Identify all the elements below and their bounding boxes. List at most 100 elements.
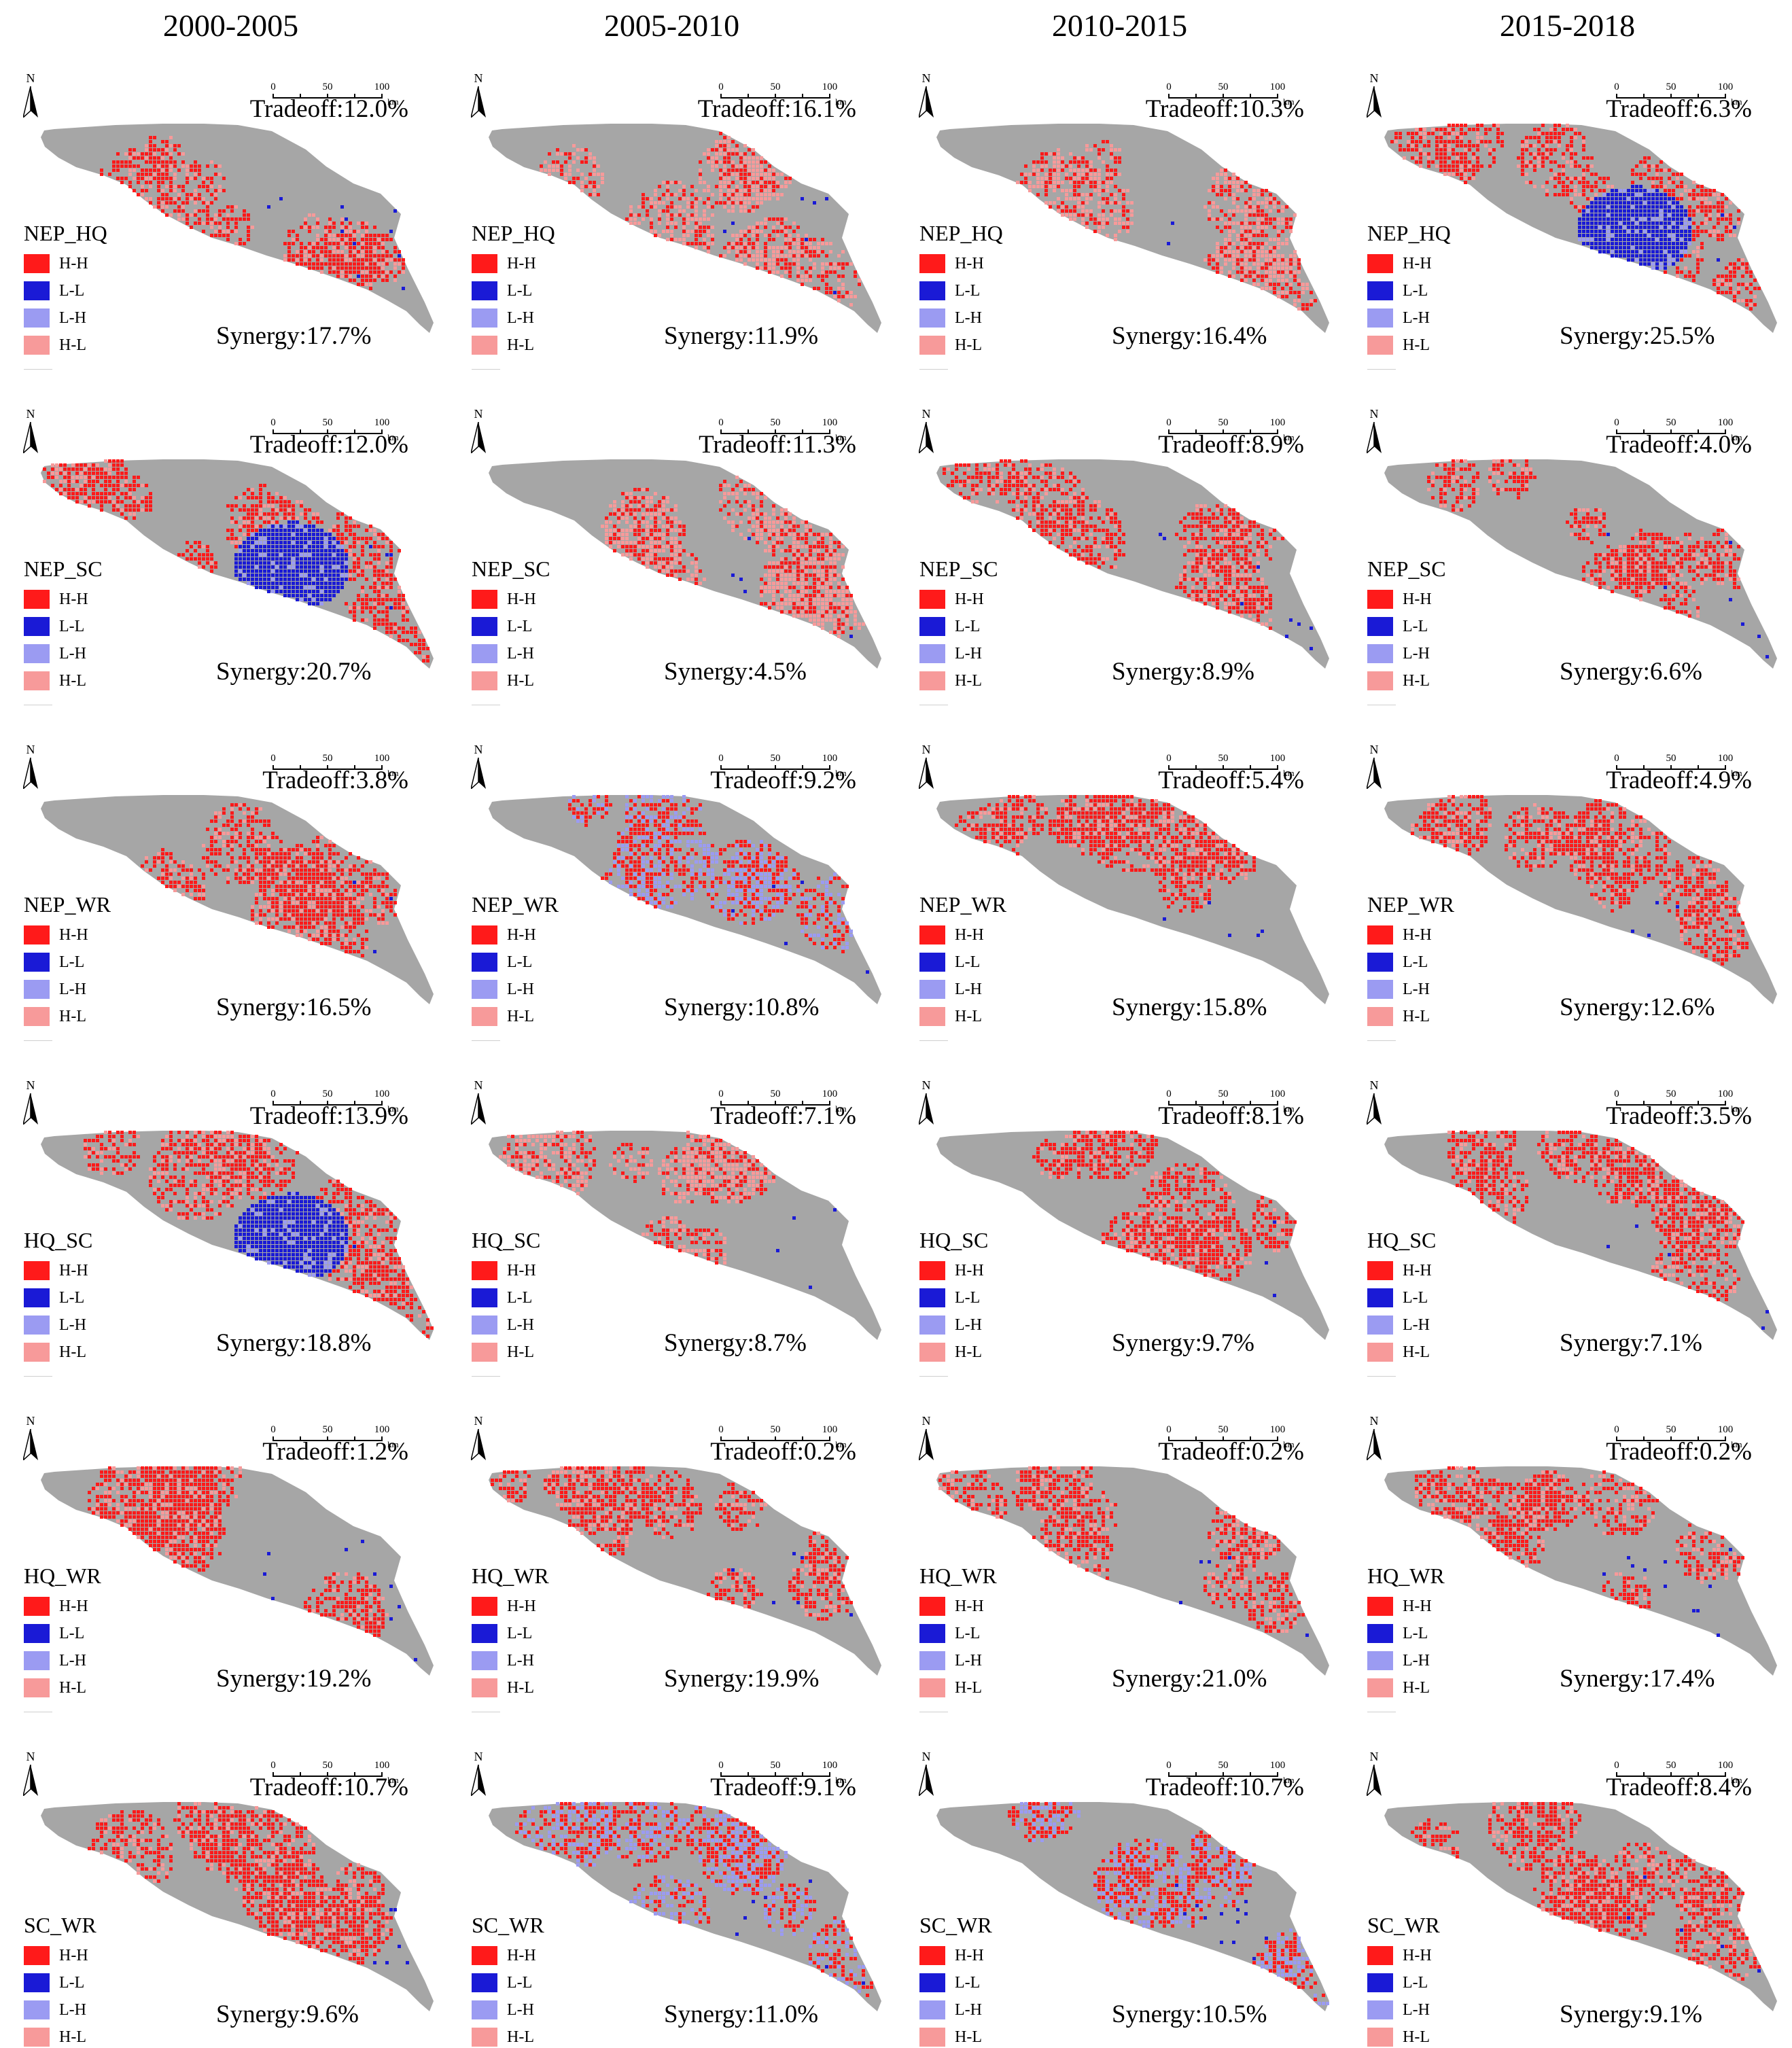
legend-item-h-l: H-L — [472, 668, 635, 695]
legend-item-l-l: L-L — [472, 278, 635, 305]
legend-item-l-l: L-L — [1367, 1621, 1530, 1648]
scale-unit: km — [835, 432, 847, 442]
legend-item-no-significant: No significant — [472, 366, 635, 370]
legend-swatch — [24, 2000, 50, 2019]
legend-label: L-H — [955, 1316, 982, 1334]
scale-bar: 0 50 100 km — [713, 1760, 869, 1794]
legend-swatch — [24, 1678, 50, 1697]
legend-item-no-significant: No significant — [472, 1038, 635, 1041]
tradeoff-label: Tradeoff:16.1% — [697, 95, 856, 123]
legend-swatch — [472, 1343, 497, 1362]
legend-item-no-significant: No significant — [919, 1709, 1083, 1712]
legend-item-h-h: H-H — [472, 251, 635, 278]
legend-title: HQ_SC — [1367, 1228, 1437, 1252]
legend-swatch — [24, 1973, 50, 1992]
scale-tick-label: 50 — [322, 1424, 333, 1435]
lisa-cluster-cells — [499, 1131, 837, 1289]
north-arrow-icon: N — [916, 743, 936, 797]
north-label: N — [474, 1414, 483, 1428]
north-arrow-icon: N — [1364, 1414, 1384, 1468]
legend-item-l-h: L-H — [919, 1312, 1083, 1339]
legend-label: L-L — [59, 1289, 85, 1307]
legend-swatch — [919, 1624, 945, 1643]
basin-map — [1384, 1466, 1777, 1676]
legend-swatch — [919, 1678, 945, 1697]
legend-swatch — [472, 2028, 497, 2047]
legend-label: H-L — [1403, 1343, 1430, 1361]
legend-swatch — [1367, 369, 1396, 370]
column-header-2000-2005: 2000-2005 — [162, 8, 299, 43]
scale-tick-label: 50 — [770, 1760, 781, 1771]
legend-item-h-l: H-L — [472, 332, 635, 359]
synergy-label: Synergy:20.7% — [216, 658, 372, 686]
legend-item-l-l: L-L — [919, 1621, 1083, 1648]
scale-unit: km — [387, 1439, 399, 1449]
map-panel-hq-sc-2005-2010: N 0 50 100 km Tradeoff:7.1% Synergy:8.7% HQ_SC H… — [448, 1041, 896, 1377]
legend-item-l-h: L-H — [919, 641, 1083, 668]
scale-tick-label: 0 — [1166, 82, 1172, 92]
scale-tick-label: 0 — [1166, 753, 1172, 764]
legend-item-l-h: L-H — [1367, 1997, 1530, 2024]
legend-swatch — [1367, 1597, 1393, 1616]
legend-title: HQ_WR — [472, 1564, 549, 1588]
scale-tick-label: 100 — [1269, 1760, 1286, 1771]
basin-map — [41, 1466, 434, 1676]
legend-label: H-H — [1403, 1597, 1432, 1615]
basin-map — [936, 459, 1329, 669]
legend-label: L-L — [955, 1974, 981, 1992]
legend-label: L-H — [1403, 981, 1430, 998]
scale-bar: 0 50 100 km — [265, 1424, 421, 1458]
legend-item-no-significant: No significant — [919, 702, 1083, 705]
basin-map — [936, 1802, 1329, 2011]
legend-item-no-significant: No significant — [472, 702, 635, 705]
synergy-label: Synergy:8.7% — [664, 1329, 807, 1357]
legend-item-h-l: H-L — [919, 1675, 1083, 1702]
scale-unit: km — [1731, 1775, 1742, 1785]
legend-label: H-L — [507, 672, 534, 690]
legend-swatch — [919, 1343, 945, 1362]
scale-tick-label: 0 — [718, 1089, 724, 1099]
tradeoff-label: Tradeoff:1.2% — [262, 1438, 408, 1466]
legend-label: H-L — [59, 2028, 86, 2046]
legend-item-l-l: L-L — [919, 1285, 1083, 1312]
map-panel-nep-wr-2015-2018: N 0 50 100 km Tradeoff:4.9% Synergy:12.6% NEP_W… — [1343, 705, 1791, 1041]
lisa-cluster-cells — [1016, 140, 1317, 311]
legend: NEP_WR H-H L-L L-H H-L No significant — [919, 892, 1083, 1041]
lisa-cluster-cells — [100, 136, 405, 290]
legend-item-h-l: H-L — [24, 332, 187, 359]
legend-title: NEP_HQ — [24, 221, 107, 245]
legend-label: L-H — [955, 2001, 982, 2019]
scale-bar: 0 50 100 km — [1609, 417, 1765, 451]
legend-title: SC_WR — [24, 1913, 96, 1937]
legend-item-h-l: H-L — [24, 1339, 187, 1366]
basin-map — [41, 124, 434, 333]
legend-label: H-H — [59, 1947, 88, 1964]
legend-item-l-l: L-L — [24, 1285, 187, 1312]
north-arrow-icon: N — [1364, 1750, 1384, 1804]
column-header-2005-2010: 2005-2010 — [603, 8, 740, 43]
scale-tick-label: 50 — [1666, 417, 1676, 428]
legend-swatch — [1367, 1040, 1396, 1041]
lisa-cluster-cells — [943, 459, 1313, 650]
legend-swatch — [24, 1624, 50, 1643]
legend-swatch — [1367, 671, 1393, 690]
lisa-cluster-cells — [141, 803, 397, 957]
synergy-label: Synergy:9.7% — [1112, 1329, 1255, 1357]
scale-bar: 0 50 100 km — [1161, 82, 1317, 116]
scale-tick-label: 0 — [270, 1760, 276, 1771]
legend-item-h-h: H-H — [919, 1258, 1083, 1285]
legend-label: L-H — [955, 309, 982, 327]
legend-swatch — [919, 1288, 945, 1307]
legend-swatch — [24, 953, 50, 972]
legend-label: H-H — [507, 1947, 536, 1964]
legend-label: H-L — [507, 1343, 534, 1361]
map-panel-nep-hq-2000-2005: N 0 50 100 km Tradeoff:12.0% Synergy:17.7% NEP_… — [0, 34, 448, 370]
legend-item-l-h: L-H — [472, 1312, 635, 1339]
lisa-cluster-cells — [1032, 1131, 1297, 1297]
legend: NEP_SC H-H L-L L-H H-L No significant — [919, 557, 1083, 705]
legend-item-l-h: L-H — [1367, 305, 1530, 332]
legend-title: HQ_SC — [24, 1228, 93, 1252]
basin-outline — [1384, 459, 1777, 669]
synergy-label: Synergy:17.4% — [1560, 1665, 1715, 1693]
legend: HQ_WR H-H L-L L-H H-L No significant — [24, 1564, 187, 1712]
